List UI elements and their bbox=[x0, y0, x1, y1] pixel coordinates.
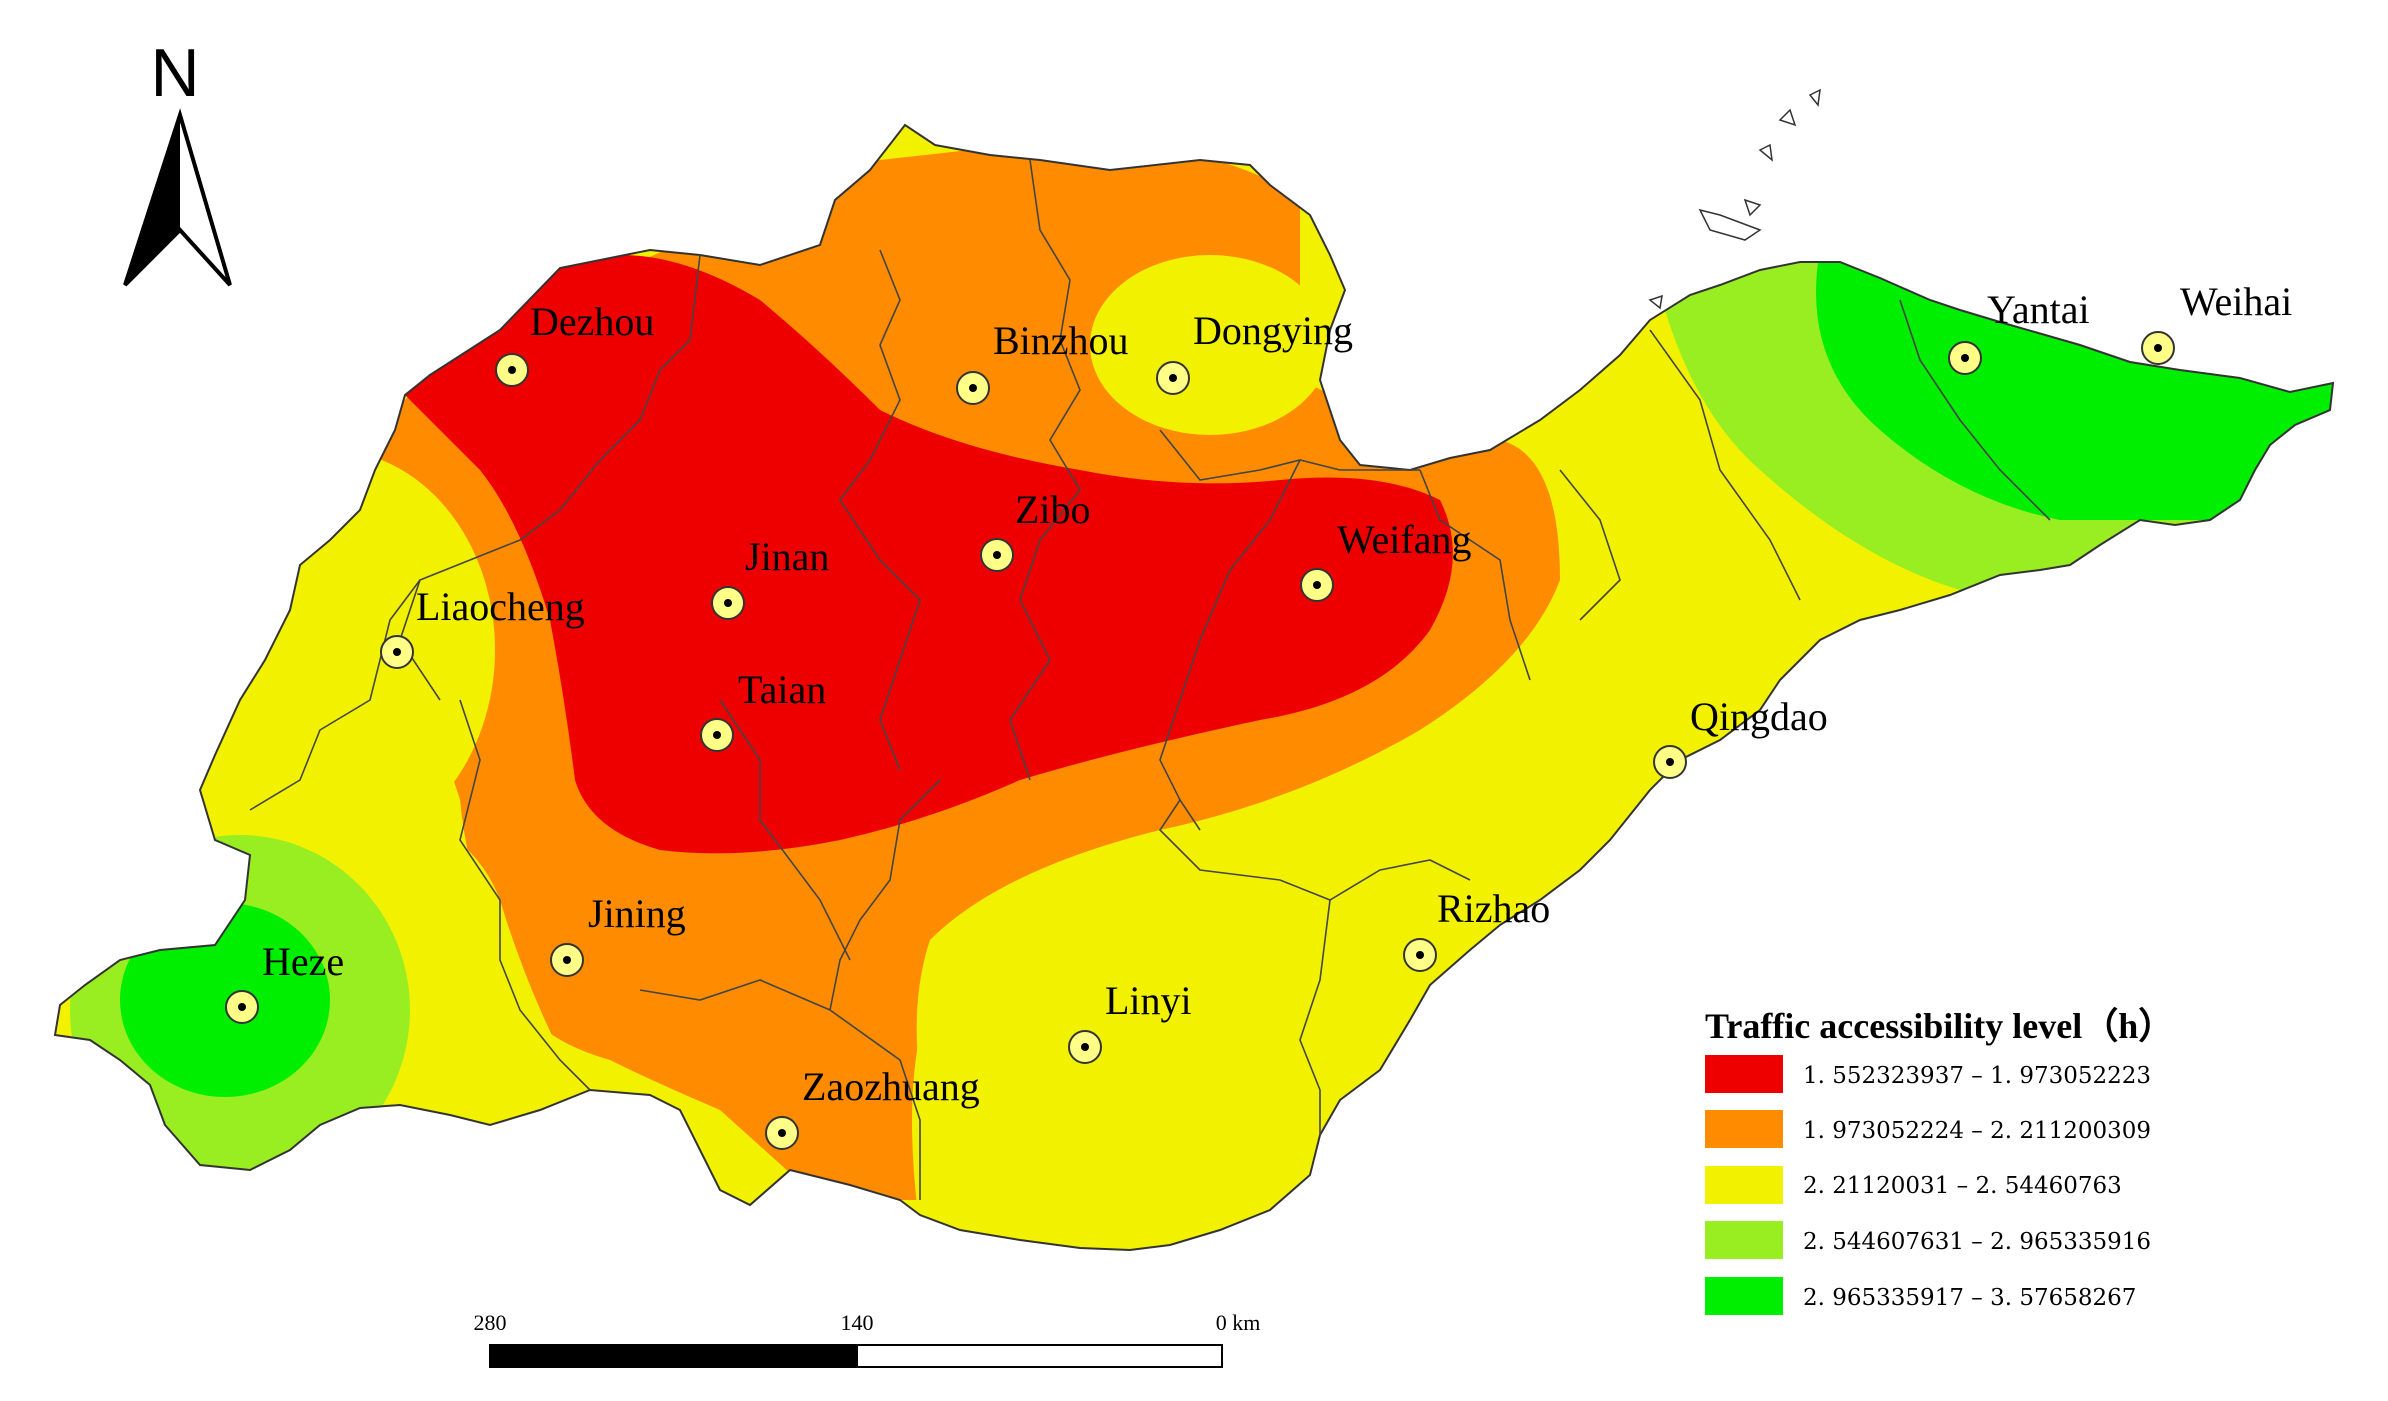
legend-label: 1. 973052224 – 2. 211200309 bbox=[1803, 1118, 2151, 1144]
city-dongying: Dongying bbox=[1156, 308, 1353, 395]
city-qingdao: Qingdao bbox=[1653, 694, 1828, 779]
city-label: Liaocheng bbox=[416, 584, 585, 629]
legend-title: Traffic accessibility level（h） bbox=[1705, 1006, 2174, 1046]
city-label: Dezhou bbox=[530, 299, 654, 344]
scale-bar-segment-dark bbox=[490, 1345, 857, 1367]
city-linyi: Linyi bbox=[1068, 978, 1192, 1064]
legend-swatch bbox=[1705, 1110, 1783, 1148]
scale-label-0km: 0 km bbox=[1216, 1310, 1261, 1335]
legend-swatch bbox=[1705, 1166, 1783, 1204]
scale-label-140: 140 bbox=[841, 1310, 874, 1335]
north-arrow: N bbox=[123, 35, 232, 287]
legend-swatch bbox=[1705, 1277, 1783, 1315]
city-label: Linyi bbox=[1105, 978, 1192, 1023]
legend-label: 2. 544607631 – 2. 965335916 bbox=[1803, 1229, 2151, 1255]
zone-yellow-liaocheng bbox=[165, 450, 495, 850]
zone-green-heze bbox=[120, 903, 330, 1097]
city-rizhao: Rizhao bbox=[1403, 886, 1550, 972]
city-weifang: Weifang bbox=[1300, 517, 1472, 602]
city-weihai: Weihai bbox=[2141, 279, 2292, 365]
city-label: Binzhou bbox=[993, 318, 1129, 363]
city-label: Weihai bbox=[2180, 279, 2292, 324]
city-label: Jining bbox=[588, 891, 686, 936]
city-zibo: Zibo bbox=[980, 487, 1091, 572]
legend-label: 2. 965335917 – 3. 57658267 bbox=[1803, 1285, 2136, 1311]
legend-label: 1. 552323937 – 1. 973052223 bbox=[1803, 1063, 2151, 1089]
legend-swatch bbox=[1705, 1055, 1783, 1093]
city-taian: Taian bbox=[700, 667, 826, 752]
scale-bar-segment-light bbox=[856, 1344, 1223, 1368]
city-label: Weifang bbox=[1337, 517, 1472, 562]
city-label: Rizhao bbox=[1437, 886, 1550, 931]
city-jining: Jining bbox=[550, 891, 686, 977]
city-label: Dongying bbox=[1193, 308, 1353, 353]
city-label: Zaozhuang bbox=[802, 1064, 980, 1109]
city-label: Qingdao bbox=[1690, 694, 1828, 739]
city-binzhou: Binzhou bbox=[956, 318, 1129, 405]
province-outline bbox=[53, 123, 2335, 1252]
prefecture-boundaries bbox=[249, 159, 2051, 1200]
city-label: Jinan bbox=[745, 534, 829, 579]
zone-red-core bbox=[400, 255, 1453, 854]
city-zaozhuang: Zaozhuang bbox=[765, 1064, 980, 1150]
city-label: Yantai bbox=[1987, 287, 2090, 332]
legend-swatch bbox=[1705, 1221, 1783, 1259]
north-label: N bbox=[150, 35, 199, 111]
zone-yellow-dongying bbox=[1090, 255, 1330, 435]
legend-label: 2. 21120031 – 2. 54460763 bbox=[1803, 1173, 2122, 1199]
city-label: Taian bbox=[738, 667, 826, 712]
city-markers: Dezhou Binzhou Dongying Yantai Weihai Zi… bbox=[225, 279, 2292, 1150]
legend: Traffic accessibility level（h） 1. 552323… bbox=[1705, 1006, 2174, 1315]
scale-label-280: 280 bbox=[474, 1310, 507, 1335]
scale-bar: 280 140 0 km bbox=[474, 1310, 1261, 1368]
city-label: Zibo bbox=[1015, 487, 1091, 532]
city-liaocheng: Liaocheng bbox=[380, 584, 585, 669]
coastal-islands bbox=[1648, 88, 1821, 310]
city-jinan: Jinan bbox=[711, 534, 829, 620]
city-dezhou: Dezhou bbox=[495, 299, 654, 387]
city-yantai: Yantai bbox=[1948, 287, 2090, 375]
city-label: Heze bbox=[262, 939, 344, 984]
city-heze: Heze bbox=[225, 939, 344, 1024]
